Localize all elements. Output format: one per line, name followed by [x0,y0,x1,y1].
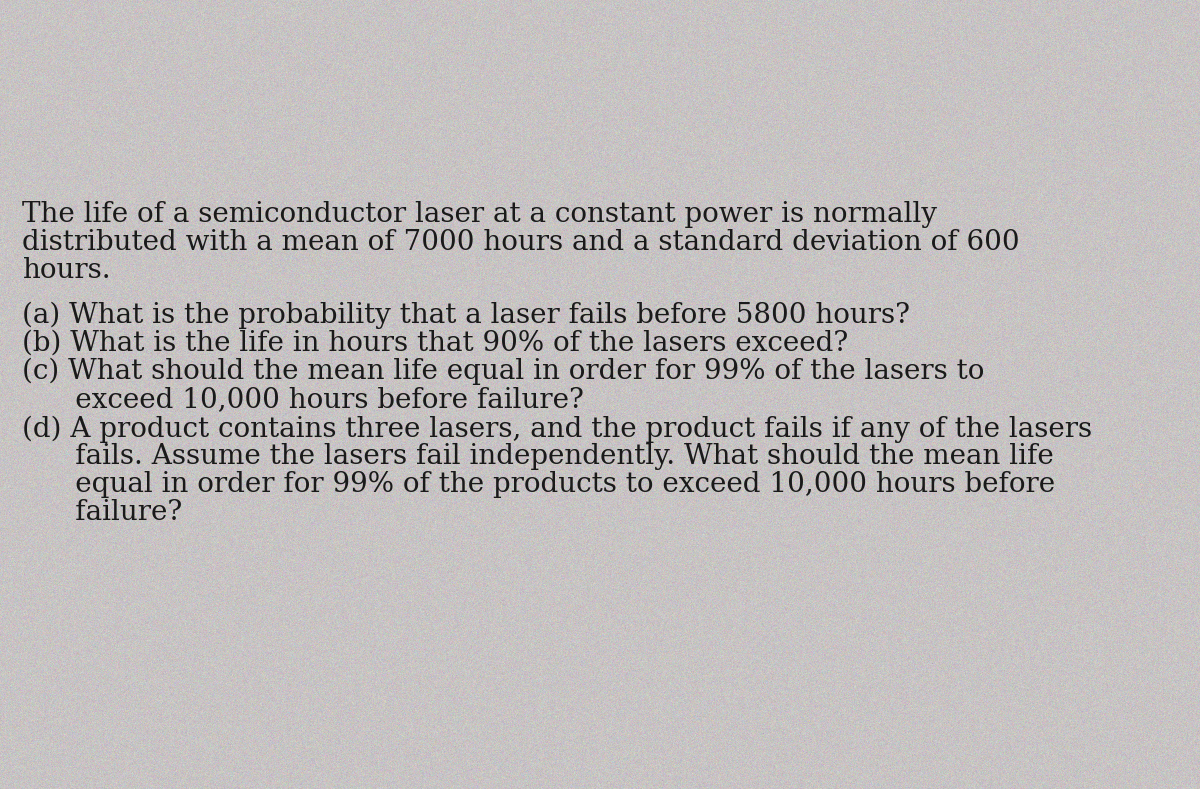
Text: (d) A product contains three lasers, and the product fails if any of the lasers: (d) A product contains three lasers, and… [22,415,1092,443]
Text: (b) What is the life in hours that 90% of the lasers exceed?: (b) What is the life in hours that 90% o… [22,330,848,357]
Text: (a) What is the probability that a laser fails before 5800 hours?: (a) What is the probability that a laser… [22,302,910,329]
Text: failure?: failure? [22,499,182,526]
Text: (c) What should the mean life equal in order for 99% of the lasers to: (c) What should the mean life equal in o… [22,358,984,385]
Text: hours.: hours. [22,257,110,284]
Text: distributed with a mean of 7000 hours and a standard deviation of 600: distributed with a mean of 7000 hours an… [22,229,1019,256]
Text: The life of a semiconductor laser at a constant power is normally: The life of a semiconductor laser at a c… [22,201,937,228]
Text: equal in order for 99% of the products to exceed 10,000 hours before: equal in order for 99% of the products t… [22,471,1055,499]
Text: fails. Assume the lasers fail independently. What should the mean life: fails. Assume the lasers fail independen… [22,443,1054,470]
Text: exceed 10,000 hours before failure?: exceed 10,000 hours before failure? [22,386,583,413]
